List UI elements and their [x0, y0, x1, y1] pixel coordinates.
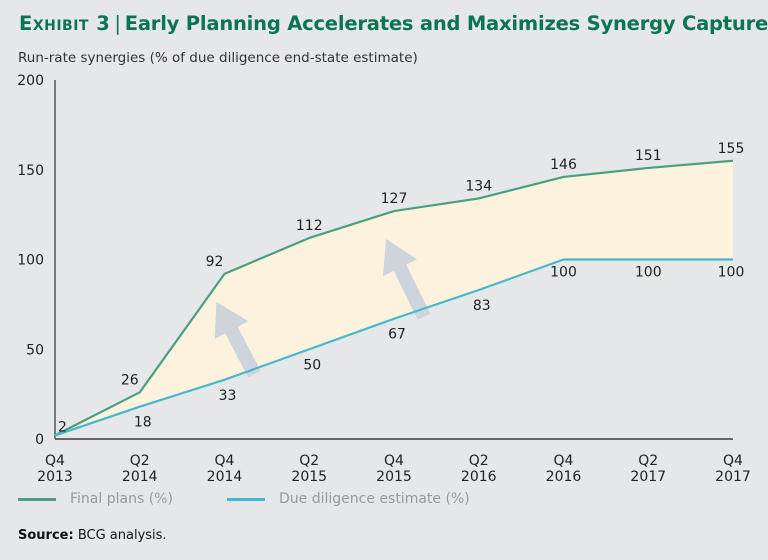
data-label-final-plans: 92	[206, 254, 224, 270]
data-label-final-plans: 155	[718, 141, 745, 157]
x-tick-label-quarter: Q2	[299, 453, 319, 469]
data-label-due-diligence: 18	[134, 415, 152, 431]
title-separator: |	[114, 12, 121, 35]
source-text: BCG analysis.	[77, 528, 167, 543]
x-tick-label-year: 2017	[715, 469, 751, 485]
data-label-due-diligence: 33	[219, 388, 237, 404]
x-tick-label-quarter: Q4	[723, 453, 743, 469]
title-text: Early Planning Accelerates and Maximizes…	[124, 12, 768, 35]
data-label-final-plans: 2	[58, 419, 67, 435]
x-tick-label-year: 2016	[461, 469, 497, 485]
legend-swatch-final-plans	[18, 497, 56, 501]
source-label: Source:	[18, 528, 74, 543]
growth-arrow-icon	[383, 239, 431, 320]
y-tick-label: 100	[17, 253, 44, 269]
x-tick-label-quarter: Q2	[638, 453, 658, 469]
y-tick-label: 150	[17, 163, 44, 179]
data-label-final-plans: 151	[635, 148, 662, 164]
chart-plot: 2 26 92 112 127 134 146 151 155 18 33 50 67 83 100 100 1…	[17, 73, 751, 485]
x-tick-label-quarter: Q4	[215, 453, 235, 469]
x-tick-label-quarter: Q4	[554, 453, 574, 469]
source-note: Source: BCG analysis.	[18, 528, 167, 543]
x-tick-label-year: 2014	[207, 469, 243, 485]
x-tick-label-year: 2015	[376, 469, 412, 485]
data-label-final-plans: 127	[381, 191, 408, 207]
y-tick-label: 200	[17, 73, 44, 89]
data-label-final-plans: 112	[296, 218, 323, 234]
x-tick-label-quarter: Q2	[130, 453, 150, 469]
data-label-due-diligence: 100	[718, 265, 745, 281]
x-tick-label-quarter: Q2	[469, 453, 489, 469]
x-tick-label-quarter: Q4	[45, 453, 65, 469]
y-tick-label: 50	[26, 342, 44, 358]
x-tick-label-year: 2016	[546, 469, 582, 485]
x-tick-label-year: 2013	[37, 469, 73, 485]
x-tick-label-quarter: Q4	[384, 453, 404, 469]
data-label-due-diligence: 100	[635, 265, 662, 281]
legend-label-final-plans: Final plans (%)	[70, 491, 173, 507]
data-label-due-diligence: 50	[303, 357, 321, 373]
legend-item-due-diligence: Due diligence estimate (%)	[227, 491, 470, 507]
growth-arrow-icon	[214, 301, 261, 378]
exhibit-label: Exhibit 3	[19, 12, 111, 35]
series-line-final-plans	[54, 159, 734, 437]
series-line-due-diligence	[54, 258, 733, 437]
synergy-gap-area	[55, 160, 733, 436]
data-label-final-plans: 134	[465, 178, 492, 194]
y-axis-title: Run-rate synergies (% of due diligence e…	[18, 50, 418, 66]
legend-label-due-diligence: Due diligence estimate (%)	[279, 491, 470, 507]
data-label-final-plans: 26	[121, 372, 139, 388]
x-tick-label-year: 2014	[122, 469, 158, 485]
data-label-due-diligence: 100	[550, 265, 577, 281]
y-tick-label: 0	[35, 432, 44, 448]
legend-swatch-due-diligence	[227, 497, 265, 501]
chart-title: Exhibit 3 | Early Planning Accelerates and…	[19, 12, 768, 35]
data-label-final-plans: 146	[550, 157, 577, 173]
legend-item-final-plans: Final plans (%)	[18, 491, 173, 507]
data-label-due-diligence: 83	[473, 298, 491, 314]
x-tick-label-year: 2017	[630, 469, 666, 485]
data-label-due-diligence: 67	[388, 327, 406, 343]
x-tick-label-year: 2015	[291, 469, 327, 485]
